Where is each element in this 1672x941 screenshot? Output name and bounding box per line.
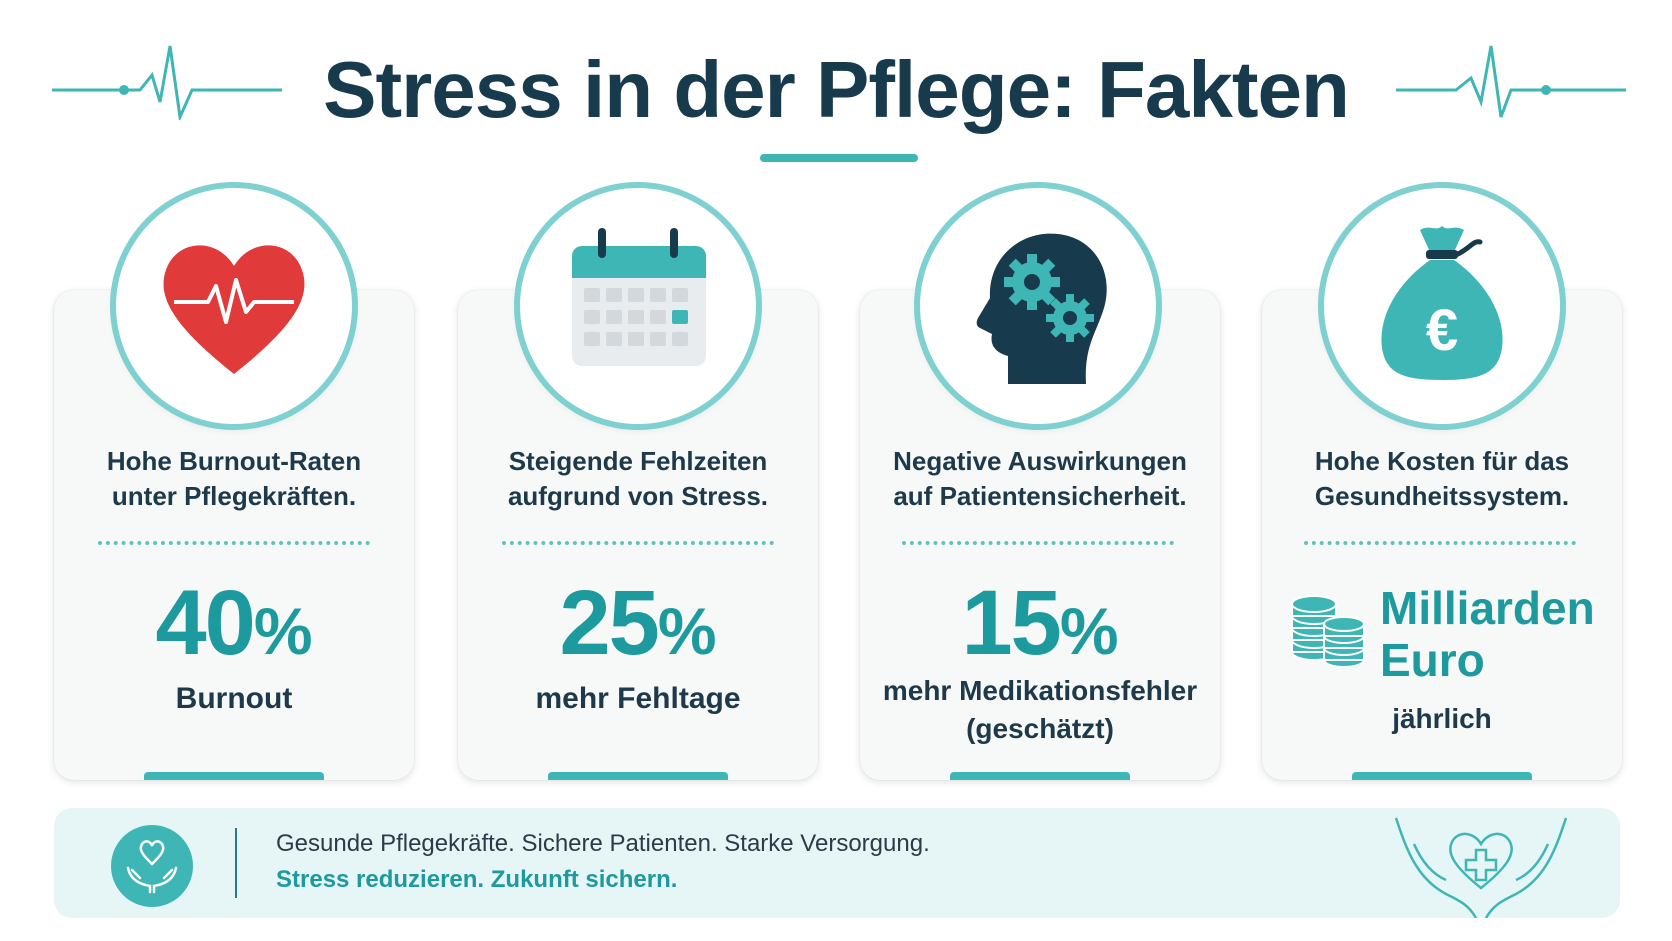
card-description: Hohe Burnout-Raten unter Pflegekräften.: [54, 444, 414, 514]
stat-number: 15: [961, 572, 1061, 674]
card-accent-bar: [950, 772, 1130, 780]
icon-circle-burnout: [116, 188, 352, 424]
stat-value: 40%: [54, 573, 414, 681]
icon-circle-absence: [520, 188, 756, 424]
dotted-divider: [1304, 541, 1576, 545]
pulse-line-right-icon: [1396, 45, 1626, 118]
pulse-line-left-icon: [52, 45, 282, 120]
stat-unit: %: [253, 594, 313, 668]
title-underline: [760, 154, 918, 162]
card-description: Steigende Fehlzeiten aufgrund von Stress…: [458, 444, 818, 514]
stat-value-line1: Milliarden: [1380, 582, 1595, 634]
hands-heart-cross-icon: [1394, 817, 1568, 918]
stat-label: mehr Medikationsfehler (geschätzt): [860, 672, 1220, 748]
card-accent-bar: [144, 772, 324, 780]
footer-call-to-action: Stress reduzieren. Zukunft sichern.: [276, 866, 678, 893]
card-description-line1: Steigende Fehlzeiten: [508, 446, 768, 476]
footer-slogan: Gesunde Pflegekräfte. Sichere Patienten.…: [276, 830, 930, 857]
icon-circle-patient-safety: [920, 188, 1156, 424]
stat-label-line1: mehr Medikationsfehler: [882, 675, 1198, 706]
svg-text:€: €: [1426, 298, 1458, 363]
page-title: Stress in der Pflege: Fakten: [323, 45, 1350, 134]
footer-banner: [54, 808, 1620, 918]
card-description-line1: Negative Auswirkungen: [893, 446, 1187, 476]
card-accent-bar: [548, 772, 728, 780]
stat-value: 25%: [458, 573, 818, 681]
card-description-line2: auf Patientensicherheit.: [893, 481, 1187, 511]
money-bag-euro-icon: €: [1381, 226, 1503, 380]
dotted-divider: [98, 541, 370, 545]
dotted-divider: [902, 541, 1174, 545]
coin-stack-icon: [1291, 595, 1365, 668]
card-description: Hohe Kosten für das Gesundheitssystem.: [1262, 444, 1622, 514]
stat-number: 25: [559, 572, 659, 674]
card-description-line2: aufgrund von Stress.: [507, 481, 769, 511]
stat-label: jährlich: [1392, 703, 1492, 734]
stat-unit: %: [1059, 594, 1119, 668]
stat-label: Burnout: [175, 682, 293, 715]
dotted-divider: [502, 541, 774, 545]
caring-hands-heart-icon: [111, 825, 193, 907]
card-description-line1: Hohe Kosten für das: [1314, 446, 1570, 476]
stat-unit: %: [657, 594, 717, 668]
icon-circle-costs: €: [1324, 188, 1560, 424]
calendar-icon: [572, 228, 706, 366]
stat-value: 15%: [860, 573, 1220, 681]
card-description-line1: Hohe Burnout-Raten: [106, 446, 362, 476]
card-description: Negative Auswirkungen auf Patientensiche…: [860, 444, 1220, 514]
stat-number: 40: [155, 572, 255, 674]
footer-divider: [235, 828, 237, 898]
stat-label: mehr Fehltage: [535, 682, 741, 715]
stat-value-text: Milliarden Euro: [1380, 582, 1595, 686]
card-accent-bar: [1352, 772, 1532, 780]
head-gears-icon: [976, 233, 1107, 384]
stat-label-line2: (geschätzt): [966, 713, 1114, 744]
heart-pulse-icon: [163, 245, 305, 374]
card-description-line2: Gesundheitssystem.: [1314, 481, 1570, 511]
stat-value-line2: Euro: [1380, 634, 1485, 686]
card-description-line2: unter Pflegekräften.: [111, 481, 357, 511]
